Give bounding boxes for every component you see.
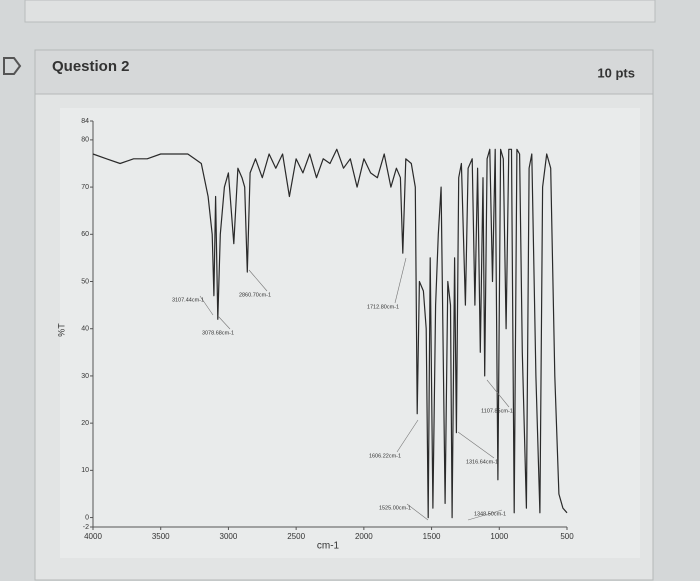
annotation: 1712.80cm-1 <box>367 304 399 310</box>
annotation: 1107.85cm-1 <box>481 408 513 414</box>
x-tick-label: 3500 <box>152 532 170 541</box>
annotation-leader <box>396 419 419 453</box>
y-tick-label: 10 <box>81 467 89 474</box>
annotation: 3078.68cm-1 <box>202 330 234 336</box>
x-tick-label: 1000 <box>490 532 508 541</box>
annotation-leader <box>486 379 510 408</box>
annotation-leader <box>248 269 268 292</box>
annotation-leader <box>467 509 503 521</box>
annotation: 3107.44cm-1 <box>172 297 204 303</box>
annotation: 1525.00cm-1 <box>379 505 411 511</box>
x-tick-label: 2500 <box>287 532 305 541</box>
annotation: 1316.64cm-1 <box>466 459 498 465</box>
x-tick-label: 1500 <box>423 532 441 541</box>
x-tick-label: 500 <box>560 532 574 541</box>
y-tick-label: 60 <box>81 231 89 238</box>
annotation-leader <box>199 295 214 316</box>
x-tick-label: 2000 <box>355 532 373 541</box>
y-tick-label: 0 <box>85 514 89 521</box>
spectrum-image <box>60 108 640 558</box>
y-tick-label: 80 <box>81 137 89 144</box>
question-title: Question 2 <box>52 58 130 75</box>
previous-panel <box>24 0 656 23</box>
y-tick-label: 84 <box>81 118 89 125</box>
annotation-leader <box>457 431 495 459</box>
annotation-leader <box>217 315 231 330</box>
annotation-leader <box>394 257 407 304</box>
annotation: 1348.50cm-1 <box>474 511 506 517</box>
annotation: 1606.22cm-1 <box>369 453 401 459</box>
x-tick-label: 3000 <box>220 532 238 541</box>
question-header <box>34 49 654 95</box>
annotation-leader <box>406 503 429 521</box>
y-tick-label: 40 <box>81 326 89 333</box>
y-tick-label: 20 <box>81 420 89 427</box>
y-tick-label: 50 <box>81 278 89 285</box>
y-axis-label: %T <box>56 323 66 337</box>
spectrum-line <box>92 148 568 519</box>
y-tick-label: 70 <box>81 184 89 191</box>
y-tick-label: -2 <box>83 524 89 531</box>
question-points: 10 pts <box>597 65 635 80</box>
flag-icon[interactable] <box>3 57 22 75</box>
x-tick-label: 4000 <box>84 532 102 541</box>
annotation: 2860.70cm-1 <box>239 292 271 298</box>
y-tick-label: 30 <box>81 373 89 380</box>
x-axis-label: cm-1 <box>317 541 340 552</box>
